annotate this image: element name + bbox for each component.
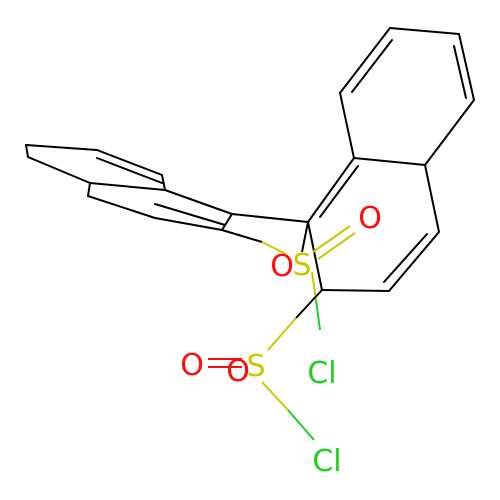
atom-o4: O (226, 354, 250, 389)
atom-s2: S (246, 349, 265, 384)
atom-cl1: Cl (307, 356, 336, 391)
atom-cl2: Cl (312, 444, 341, 479)
lower-naphthalene (25, 144, 309, 231)
upper-naphthalene (307, 27, 475, 292)
atom-s1: S (292, 248, 311, 283)
atom-o3: O (180, 348, 204, 383)
atom-o1: O (358, 201, 382, 236)
atom-labels: O O S Cl O O S Cl (180, 201, 382, 479)
sulfonyl-bonds (208, 221, 356, 441)
atom-o2: O (270, 249, 294, 284)
